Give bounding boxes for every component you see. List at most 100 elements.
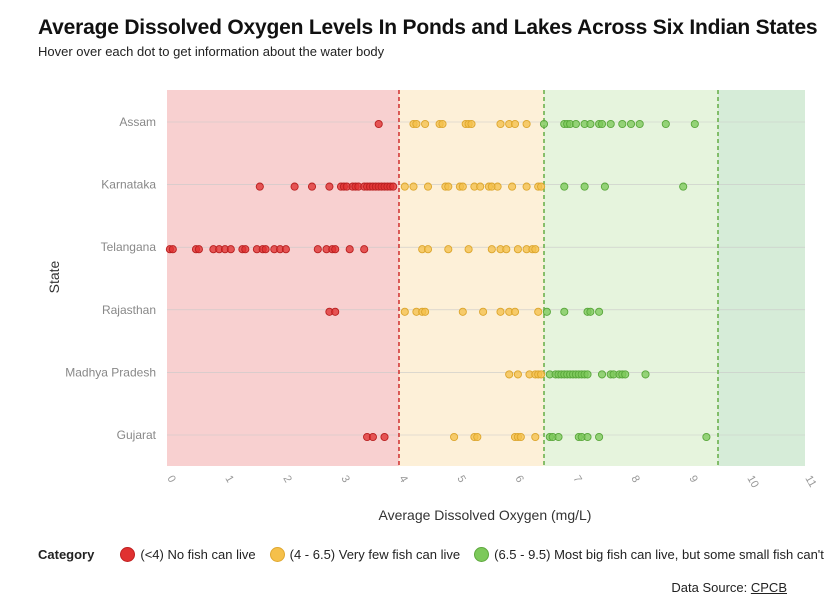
data-point[interactable]: Telangana: 0.1 (168, 245, 177, 254)
data-point[interactable]: Assam: 4.3 (412, 119, 421, 129)
data-point[interactable]: Rajasthan: 7.3 (586, 307, 595, 316)
data-point[interactable]: Karnataka: 4.1 (400, 182, 409, 191)
data-point[interactable]: Telangana: 4.5 (423, 245, 433, 254)
data-point[interactable]: Assam: 7.3 (586, 119, 595, 129)
data-point[interactable]: Karnataka: 4.5 (423, 182, 433, 191)
data-point[interactable]: Karnataka: 4.85 (444, 182, 453, 191)
data-point[interactable]: Madhya Pradesh: 7.25 (583, 370, 592, 379)
data-point[interactable]: Assam: 6.2 (522, 119, 531, 129)
data-point[interactable]: Telangana: 4.85 (444, 245, 453, 254)
data-point[interactable]: Madhya Pradesh: 8.25 (641, 370, 650, 379)
data-point[interactable]: Gujarat: 5.35 (473, 432, 482, 442)
data-point[interactable]: Assam: 7.65 (606, 119, 615, 129)
red-dot-icon (120, 547, 136, 562)
data-point[interactable]: Rajasthan: 2.9 (331, 307, 340, 316)
x-tick-label: 4 (396, 474, 409, 485)
data-point[interactable]: Karnataka: 2.8 (325, 182, 334, 191)
data-point[interactable]: Karnataka: 3.9 (389, 182, 398, 191)
data-point[interactable]: Assam: 5.75 (496, 119, 505, 129)
x-tick-label: 9 (686, 474, 699, 485)
data-point[interactable]: Rajasthan: 5.45 (479, 307, 488, 316)
data-point[interactable]: Telangana: 5.85 (502, 245, 511, 254)
data-point[interactable]: Telangana: 1.1 (226, 245, 235, 254)
data-point[interactable]: Rajasthan: 4.45 (421, 307, 430, 316)
data-point[interactable]: Assam: 6.5 (539, 119, 549, 129)
data-point[interactable]: Karnataka: 8.9 (679, 182, 688, 191)
data-point[interactable]: Assam: 7.85 (618, 119, 627, 129)
y-axis-labels: Assam Karnataka Telangana Rajasthan Madhya P… (65, 115, 156, 442)
data-point[interactable]: Rajasthan: 5.75 (496, 307, 505, 316)
data-point[interactable]: Telangana: 1.7 (261, 245, 270, 254)
data-point[interactable]: Karnataka: 6.45 (537, 182, 546, 191)
data-source: Data Source: CPCB (671, 580, 787, 595)
data-point[interactable]: Telangana: 6.35 (531, 245, 540, 254)
data-point[interactable]: Assam: 8.15 (635, 119, 644, 129)
data-point[interactable]: Gujarat: 9.3 (702, 432, 711, 442)
data-point[interactable]: Madhya Pradesh: 7.5 (597, 370, 607, 379)
data-point[interactable]: Telangana: 2.05 (281, 245, 290, 254)
data-point[interactable]: Gujarat: 6.35 (531, 432, 540, 442)
data-point[interactable]: Karnataka: 7.55 (600, 182, 609, 191)
data-point[interactable]: Telangana: 5.6 (487, 245, 496, 254)
data-point[interactable]: Gujarat: 4.95 (450, 432, 459, 442)
data-point[interactable]: Assam: 4.45 (421, 119, 430, 129)
data-point[interactable]: Gujarat: 3.55 (368, 432, 377, 442)
data-point[interactable]: Rajasthan: 6 (510, 307, 520, 316)
legend-item-few-fish[interactable]: (4 - 6.5) Very few fish can live (269, 547, 460, 562)
data-point[interactable]: Madhya Pradesh: 6.45 (537, 370, 546, 379)
data-point[interactable]: Karnataka: 5.95 (508, 182, 517, 191)
data-point[interactable]: Karnataka: 6.2 (522, 182, 531, 191)
data-point[interactable]: Karnataka: 7.2 (580, 182, 589, 191)
data-point[interactable]: Gujarat: 7.25 (583, 432, 592, 442)
data-point[interactable]: Assam: 4.75 (438, 119, 447, 129)
data-point[interactable]: Assam: 5.25 (467, 119, 476, 129)
data-point[interactable]: Assam: 8.6 (661, 119, 670, 129)
data-point[interactable]: Rajasthan: 6.4 (534, 307, 543, 316)
data-point[interactable]: Gujarat: 6.75 (554, 432, 563, 442)
data-point[interactable]: Karnataka: 4.25 (409, 182, 418, 191)
data-points[interactable]: Assam: 3.65Assam: 4.25Assam: 4.3Assam: 4… (165, 119, 711, 442)
data-point[interactable]: Karnataka: 6.85 (560, 182, 569, 191)
data-point[interactable]: Madhya Pradesh: 5.9 (505, 370, 514, 379)
data-point[interactable]: Telangana: 2.9 (331, 245, 340, 254)
data-point[interactable]: Assam: 8 (626, 119, 636, 129)
data-point[interactable]: Karnataka: 2.5 (307, 182, 317, 191)
data-point[interactable]: Madhya Pradesh: 6.05 (513, 370, 522, 379)
data-point[interactable]: Rajasthan: 6.55 (542, 307, 551, 316)
data-point[interactable]: Telangana: 1.35 (241, 245, 250, 254)
data-point[interactable]: Assam: 3.65 (374, 119, 383, 129)
data-point[interactable]: Gujarat: 7.45 (595, 432, 604, 442)
data-point[interactable]: Gujarat: 3.75 (380, 432, 389, 442)
x-tick-label: 11 (802, 474, 818, 490)
legend-label: (<4) No fish can live (140, 547, 256, 562)
data-point[interactable]: Assam: 7.5 (597, 119, 607, 129)
data-point[interactable]: Madhya Pradesh: 7.9 (621, 370, 630, 379)
data-point[interactable]: Rajasthan: 7.45 (595, 307, 604, 316)
data-point[interactable]: Telangana: 3.15 (345, 245, 354, 254)
data-point[interactable]: Telangana: 5.2 (464, 245, 473, 254)
data-point[interactable]: Karnataka: 1.6 (255, 182, 264, 191)
chart-title: Average Dissolved Oxygen Levels In Ponds… (38, 16, 818, 39)
data-point[interactable]: Rajasthan: 4.1 (400, 307, 409, 316)
data-point[interactable]: Karnataka: 5.1 (458, 182, 467, 191)
data-source-link[interactable]: CPCB (750, 580, 787, 595)
data-point[interactable]: Assam: 9.1 (690, 119, 699, 129)
data-point[interactable]: Karnataka: 2.2 (290, 182, 299, 191)
legend-item-most-fish[interactable]: (6.5 - 9.5) Most big fish can live, but … (474, 547, 824, 562)
y-tick-label: Rajasthan (102, 303, 156, 317)
data-point[interactable]: Karnataka: 5.7 (493, 182, 502, 191)
legend-item-no-fish[interactable]: (<4) No fish can live (120, 547, 256, 562)
data-point[interactable]: Rajasthan: 6.85 (560, 307, 569, 316)
data-point[interactable]: Assam: 6 (510, 119, 520, 129)
legend-label: (6.5 - 9.5) Most big fish can live, but … (494, 547, 824, 562)
data-point[interactable]: Rajasthan: 5.1 (458, 307, 467, 316)
data-point[interactable]: Karnataka: 5.4 (476, 182, 485, 191)
data-point[interactable]: Assam: 7.05 (571, 119, 580, 129)
data-point[interactable]: Telangana: 3.4 (360, 245, 369, 254)
data-point[interactable]: Telangana: 0.55 (194, 245, 203, 254)
y-axis-label: State (46, 260, 62, 293)
data-point[interactable]: Telangana: 2.6 (313, 245, 322, 254)
data-point[interactable]: Telangana: 6.05 (513, 245, 522, 254)
x-tick-label: 5 (454, 474, 467, 485)
data-point[interactable]: Gujarat: 6.1 (516, 432, 525, 442)
